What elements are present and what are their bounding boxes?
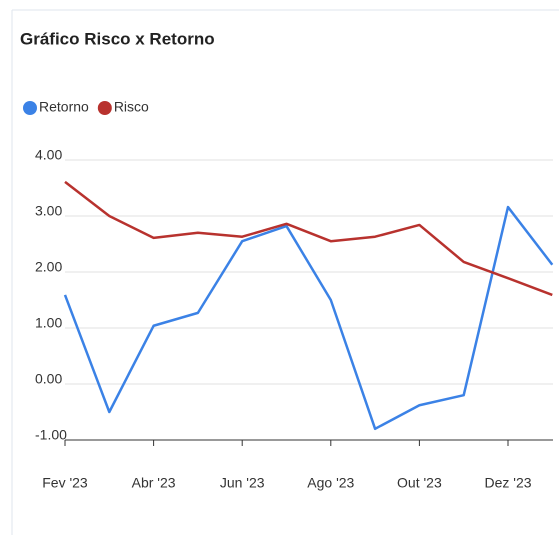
x-tick-label: Fev '23 bbox=[42, 475, 88, 491]
x-tick-label: Jun '23 bbox=[220, 475, 265, 491]
y-tick-label: 4.00 bbox=[35, 147, 62, 163]
x-tick-label: Out '23 bbox=[397, 475, 442, 491]
x-tick-label: Dez '23 bbox=[484, 475, 531, 491]
legend-label: Retorno bbox=[39, 99, 89, 115]
legend-label: Risco bbox=[114, 99, 149, 115]
y-tick-label: 0.00 bbox=[35, 371, 62, 387]
y-tick-label: 1.00 bbox=[35, 315, 62, 331]
legend-marker bbox=[97, 101, 112, 115]
chart-title: Gráfico Risco x Retorno bbox=[20, 29, 215, 48]
legend-marker bbox=[23, 101, 37, 115]
x-tick-label: Abr '23 bbox=[132, 475, 176, 491]
y-tick-label: -1.00 bbox=[35, 427, 67, 443]
series-line bbox=[64, 180, 553, 297]
series-line bbox=[63, 205, 554, 431]
y-tick-label: 3.00 bbox=[35, 203, 62, 219]
x-tick-label: Ago '23 bbox=[307, 475, 354, 491]
y-tick-label: 2.00 bbox=[35, 259, 62, 275]
